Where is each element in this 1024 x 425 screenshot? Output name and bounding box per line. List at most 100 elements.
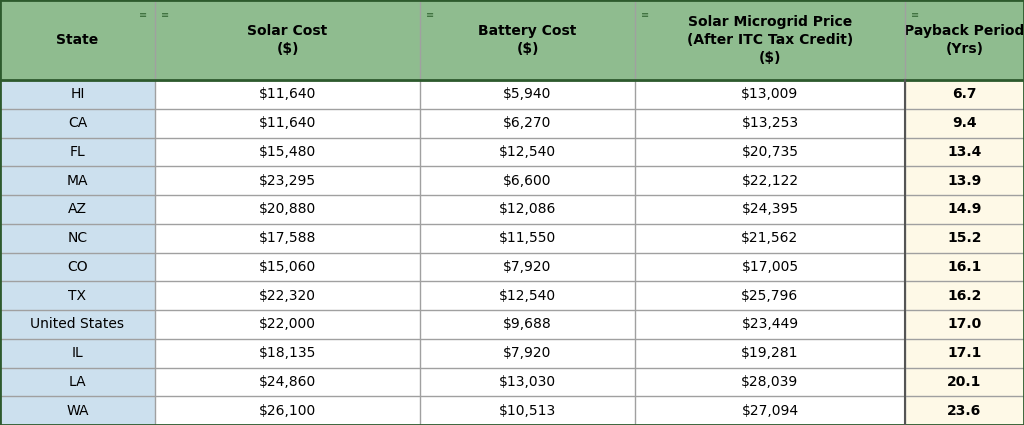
Text: $6,600: $6,600 bbox=[503, 174, 552, 187]
Bar bbox=[635, 0, 905, 80]
Text: 20.1: 20.1 bbox=[947, 375, 982, 389]
Bar bbox=[905, 195, 1024, 224]
Bar bbox=[635, 109, 905, 138]
Bar bbox=[635, 310, 905, 339]
Bar bbox=[635, 396, 905, 425]
Bar bbox=[0, 0, 155, 80]
Bar bbox=[0, 281, 155, 310]
Text: $23,449: $23,449 bbox=[741, 317, 799, 332]
Text: HI: HI bbox=[71, 88, 85, 102]
Text: $7,920: $7,920 bbox=[504, 260, 552, 274]
Bar bbox=[905, 310, 1024, 339]
Text: $11,640: $11,640 bbox=[259, 88, 316, 102]
Text: $20,735: $20,735 bbox=[741, 145, 799, 159]
Bar bbox=[905, 0, 1024, 80]
Bar bbox=[420, 166, 635, 195]
Bar bbox=[635, 368, 905, 396]
Bar bbox=[635, 138, 905, 166]
Text: CA: CA bbox=[68, 116, 87, 130]
Text: MA: MA bbox=[67, 174, 88, 187]
Bar bbox=[0, 368, 155, 396]
Text: $13,030: $13,030 bbox=[499, 375, 556, 389]
Text: NC: NC bbox=[68, 231, 88, 245]
Text: State: State bbox=[56, 33, 98, 47]
Bar bbox=[0, 224, 155, 252]
Text: 6.7: 6.7 bbox=[952, 88, 977, 102]
Bar bbox=[420, 0, 635, 80]
Text: $15,480: $15,480 bbox=[259, 145, 316, 159]
Text: 17.0: 17.0 bbox=[947, 317, 982, 332]
Bar bbox=[420, 138, 635, 166]
Bar bbox=[905, 138, 1024, 166]
Bar bbox=[905, 166, 1024, 195]
Bar bbox=[635, 195, 905, 224]
Text: WA: WA bbox=[67, 404, 89, 418]
Text: CO: CO bbox=[68, 260, 88, 274]
Text: $20,880: $20,880 bbox=[259, 202, 316, 216]
Bar bbox=[635, 281, 905, 310]
Text: $25,796: $25,796 bbox=[741, 289, 799, 303]
Text: $19,281: $19,281 bbox=[741, 346, 799, 360]
Text: 16.2: 16.2 bbox=[947, 289, 982, 303]
Text: ≡: ≡ bbox=[426, 10, 434, 20]
Bar bbox=[155, 0, 420, 80]
Bar bbox=[0, 109, 155, 138]
Text: $12,540: $12,540 bbox=[499, 145, 556, 159]
Bar bbox=[420, 281, 635, 310]
Text: 9.4: 9.4 bbox=[952, 116, 977, 130]
Bar bbox=[905, 224, 1024, 252]
Bar bbox=[155, 80, 420, 109]
Bar bbox=[0, 396, 155, 425]
Text: $24,395: $24,395 bbox=[741, 202, 799, 216]
Text: $22,320: $22,320 bbox=[259, 289, 316, 303]
Text: LA: LA bbox=[69, 375, 86, 389]
Text: 14.9: 14.9 bbox=[947, 202, 982, 216]
Bar bbox=[635, 166, 905, 195]
Text: ≡: ≡ bbox=[139, 10, 147, 20]
Text: $13,253: $13,253 bbox=[741, 116, 799, 130]
Text: $28,039: $28,039 bbox=[741, 375, 799, 389]
Text: $6,270: $6,270 bbox=[504, 116, 552, 130]
Text: $17,588: $17,588 bbox=[259, 231, 316, 245]
Bar bbox=[420, 195, 635, 224]
Bar bbox=[155, 195, 420, 224]
Text: $9,688: $9,688 bbox=[503, 317, 552, 332]
Text: United States: United States bbox=[31, 317, 125, 332]
Bar bbox=[905, 281, 1024, 310]
Text: Payback Period
(Yrs): Payback Period (Yrs) bbox=[904, 24, 1024, 56]
Text: TX: TX bbox=[69, 289, 86, 303]
Text: $11,640: $11,640 bbox=[259, 116, 316, 130]
Bar bbox=[420, 80, 635, 109]
Text: $24,860: $24,860 bbox=[259, 375, 316, 389]
Bar bbox=[420, 109, 635, 138]
Bar bbox=[635, 80, 905, 109]
Bar bbox=[420, 368, 635, 396]
Bar bbox=[420, 339, 635, 368]
Bar bbox=[155, 109, 420, 138]
Text: $7,920: $7,920 bbox=[504, 346, 552, 360]
Text: 23.6: 23.6 bbox=[947, 404, 982, 418]
Bar bbox=[0, 166, 155, 195]
Text: $11,550: $11,550 bbox=[499, 231, 556, 245]
Bar bbox=[420, 310, 635, 339]
Text: 13.4: 13.4 bbox=[947, 145, 982, 159]
Bar bbox=[155, 252, 420, 281]
Bar bbox=[0, 252, 155, 281]
Text: ≡: ≡ bbox=[641, 10, 649, 20]
Text: $22,000: $22,000 bbox=[259, 317, 316, 332]
Bar bbox=[420, 396, 635, 425]
Bar bbox=[0, 339, 155, 368]
Bar bbox=[0, 138, 155, 166]
Text: Solar Cost
($): Solar Cost ($) bbox=[248, 24, 328, 56]
Text: $18,135: $18,135 bbox=[259, 346, 316, 360]
Text: ≡: ≡ bbox=[911, 10, 920, 20]
Bar bbox=[155, 281, 420, 310]
Bar bbox=[155, 310, 420, 339]
Bar bbox=[0, 310, 155, 339]
Bar bbox=[420, 224, 635, 252]
Bar bbox=[0, 80, 155, 109]
Bar bbox=[905, 252, 1024, 281]
Text: Battery Cost
($): Battery Cost ($) bbox=[478, 24, 577, 56]
Text: $22,122: $22,122 bbox=[741, 174, 799, 187]
Text: IL: IL bbox=[72, 346, 83, 360]
